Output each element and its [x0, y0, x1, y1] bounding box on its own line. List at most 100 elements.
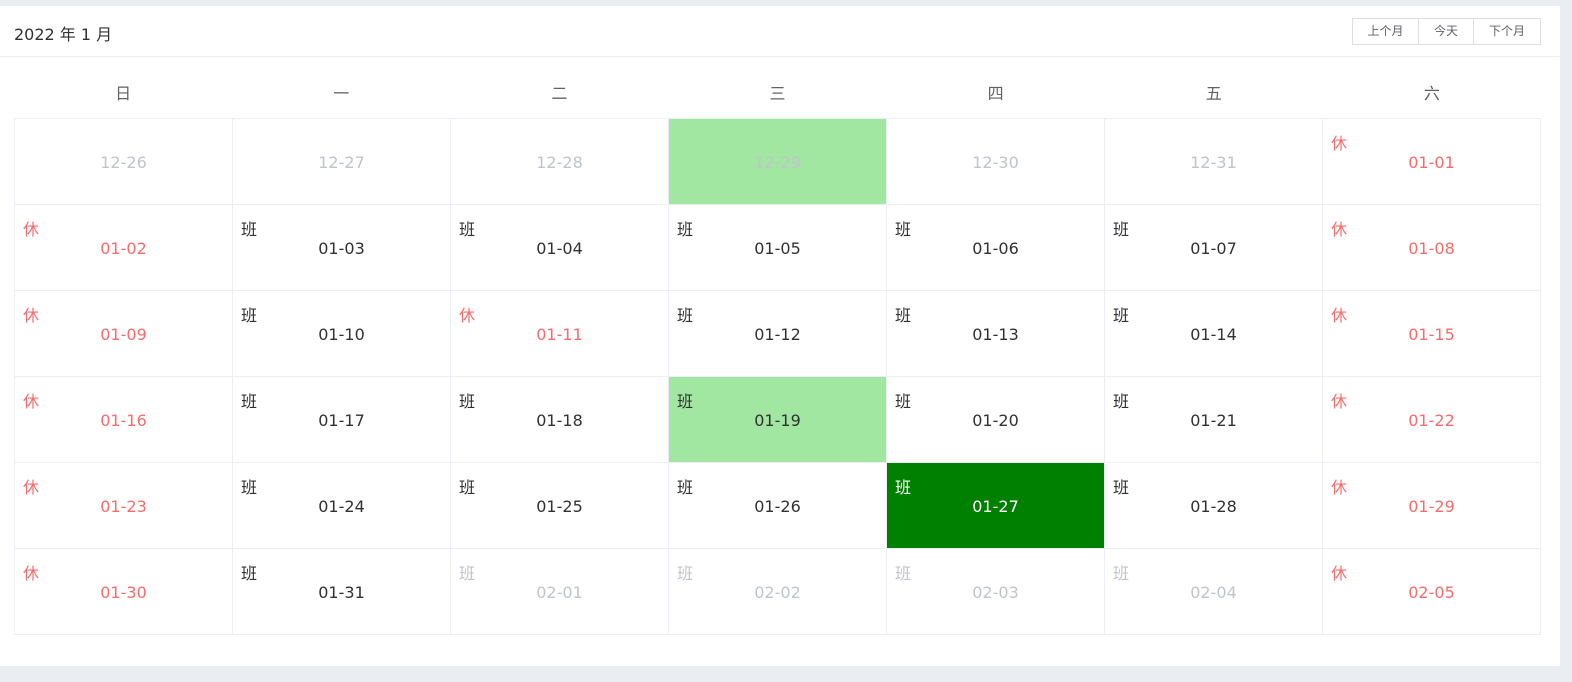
day-status-tag: 班 — [241, 564, 258, 583]
calendar-day-cell[interactable]: 休 01-22 — [1323, 377, 1541, 463]
day-status-tag: 班 — [1113, 220, 1130, 239]
calendar-day-cell[interactable]: 班 01-27 — [887, 463, 1105, 549]
calendar-day-cell[interactable]: 班 01-24 — [233, 463, 451, 549]
day-status-tag: 休 — [23, 392, 40, 411]
calendar-day-cell[interactable]: 12-31 — [1105, 119, 1323, 205]
calendar-day-cell[interactable]: 班 02-02 — [669, 549, 887, 635]
day-status-tag: 休 — [23, 564, 40, 583]
day-status-tag: 班 — [677, 220, 694, 239]
calendar-day-cell[interactable]: 班 01-18 — [451, 377, 669, 463]
day-date-label: 01-03 — [318, 239, 365, 258]
prev-month-button[interactable]: 上个月 — [1353, 19, 1419, 44]
day-date-label: 01-27 — [972, 497, 1019, 516]
calendar-day-cell[interactable]: 班 01-17 — [233, 377, 451, 463]
calendar-day-cell[interactable]: 班 01-26 — [669, 463, 887, 549]
day-date-label: 12-30 — [972, 153, 1019, 172]
day-date-label: 01-21 — [1190, 411, 1237, 430]
day-date-label: 01-18 — [536, 411, 583, 430]
calendar-day-cell[interactable]: 休 01-09 — [15, 291, 233, 377]
day-date-label: 02-05 — [1408, 583, 1455, 602]
calendar-grid: 12-26 12-27 12-28 12-29 12-30 12-31 休 01-01 休 01-… — [14, 118, 1541, 635]
calendar-day-cell[interactable]: 班 02-03 — [887, 549, 1105, 635]
calendar-day-cell[interactable]: 班 01-10 — [233, 291, 451, 377]
day-status-tag: 班 — [459, 392, 476, 411]
calendar-day-cell[interactable]: 班 01-25 — [451, 463, 669, 549]
day-status-tag: 休 — [1331, 478, 1348, 497]
weekday-label: 三 — [769, 84, 786, 103]
calendar-day-cell[interactable]: 班 01-12 — [669, 291, 887, 377]
day-date-label: 02-01 — [536, 583, 583, 602]
day-status-tag: 班 — [1113, 392, 1130, 411]
day-date-label: 01-11 — [536, 325, 583, 344]
weekday-label: 四 — [987, 84, 1004, 103]
calendar-day-cell[interactable]: 休 01-02 — [15, 205, 233, 291]
day-date-label: 01-25 — [536, 497, 583, 516]
calendar-day-cell[interactable]: 班 01-03 — [233, 205, 451, 291]
day-date-label: 01-01 — [1408, 153, 1455, 172]
day-date-label: 01-24 — [318, 497, 365, 516]
calendar-day-cell[interactable]: 班 01-04 — [451, 205, 669, 291]
day-status-tag: 班 — [241, 392, 258, 411]
calendar-day-cell[interactable]: 休 01-16 — [15, 377, 233, 463]
day-date-label: 12-28 — [536, 153, 583, 172]
day-status-tag: 班 — [677, 306, 694, 325]
calendar-panel: 2022 年 1 月 上个月 今天 下个月 日 一 二 三 四 五 六 12-2… — [0, 6, 1560, 666]
calendar-day-cell[interactable]: 班 02-04 — [1105, 549, 1323, 635]
day-date-label: 01-22 — [1408, 411, 1455, 430]
calendar-day-cell[interactable]: 班 01-07 — [1105, 205, 1323, 291]
calendar-day-cell[interactable]: 休 02-05 — [1323, 549, 1541, 635]
calendar-header: 2022 年 1 月 上个月 今天 下个月 — [0, 6, 1560, 57]
weekday-label: 一 — [333, 84, 350, 103]
day-date-label: 01-15 — [1408, 325, 1455, 344]
calendar-day-cell[interactable]: 休 01-23 — [15, 463, 233, 549]
day-status-tag: 班 — [241, 306, 258, 325]
calendar-day-cell[interactable]: 12-27 — [233, 119, 451, 205]
calendar-day-cell[interactable]: 休 01-15 — [1323, 291, 1541, 377]
day-date-label: 01-31 — [318, 583, 365, 602]
day-date-label: 12-29 — [754, 153, 801, 172]
day-status-tag: 班 — [459, 478, 476, 497]
weekday-label: 日 — [115, 84, 132, 103]
calendar-week-row: 休 01-02 班 01-03 班 01-04 班 01-05 班 01-06 班 01-07 休 01-… — [15, 205, 1541, 291]
calendar-day-cell[interactable]: 12-29 — [669, 119, 887, 205]
calendar-day-cell[interactable]: 班 01-28 — [1105, 463, 1323, 549]
calendar-day-cell[interactable]: 12-30 — [887, 119, 1105, 205]
day-status-tag: 休 — [459, 306, 476, 325]
calendar-day-cell[interactable]: 休 01-29 — [1323, 463, 1541, 549]
calendar-day-cell[interactable]: 休 01-11 — [451, 291, 669, 377]
day-date-label: 12-31 — [1190, 153, 1237, 172]
day-status-tag: 休 — [1331, 564, 1348, 583]
day-status-tag: 班 — [241, 220, 258, 239]
calendar-day-cell[interactable]: 班 01-21 — [1105, 377, 1323, 463]
calendar-day-cell[interactable]: 班 01-13 — [887, 291, 1105, 377]
calendar-day-cell[interactable]: 12-28 — [451, 119, 669, 205]
calendar-week-row: 休 01-16 班 01-17 班 01-18 班 01-19 班 01-20 班 01-21 休 01-… — [15, 377, 1541, 463]
calendar-week-row: 休 01-30 班 01-31 班 02-01 班 02-02 班 02-03 班 02-04 休 02-… — [15, 549, 1541, 635]
calendar-day-cell[interactable]: 休 01-08 — [1323, 205, 1541, 291]
day-status-tag: 班 — [677, 392, 694, 411]
weekday-label: 六 — [1423, 84, 1440, 103]
day-status-tag: 班 — [459, 564, 476, 583]
calendar-day-cell[interactable]: 班 01-14 — [1105, 291, 1323, 377]
today-button[interactable]: 今天 — [1419, 19, 1474, 44]
day-date-label: 01-02 — [100, 239, 147, 258]
calendar-day-cell[interactable]: 班 01-05 — [669, 205, 887, 291]
day-date-label: 12-26 — [100, 153, 147, 172]
day-date-label: 01-28 — [1190, 497, 1237, 516]
calendar-day-cell[interactable]: 班 01-06 — [887, 205, 1105, 291]
calendar-day-cell[interactable]: 休 01-30 — [15, 549, 233, 635]
calendar-day-cell[interactable]: 班 01-31 — [233, 549, 451, 635]
day-date-label: 02-04 — [1190, 583, 1237, 602]
calendar-day-cell[interactable]: 12-26 — [15, 119, 233, 205]
day-status-tag: 休 — [23, 478, 40, 497]
calendar-day-cell[interactable]: 班 02-01 — [451, 549, 669, 635]
next-month-button[interactable]: 下个月 — [1474, 19, 1540, 44]
day-status-tag: 班 — [1113, 478, 1130, 497]
day-date-label: 01-19 — [754, 411, 801, 430]
day-date-label: 01-17 — [318, 411, 365, 430]
day-date-label: 01-14 — [1190, 325, 1237, 344]
calendar-day-cell[interactable]: 班 01-20 — [887, 377, 1105, 463]
calendar-day-cell[interactable]: 休 01-01 — [1323, 119, 1541, 205]
day-status-tag: 班 — [895, 306, 912, 325]
calendar-day-cell[interactable]: 班 01-19 — [669, 377, 887, 463]
